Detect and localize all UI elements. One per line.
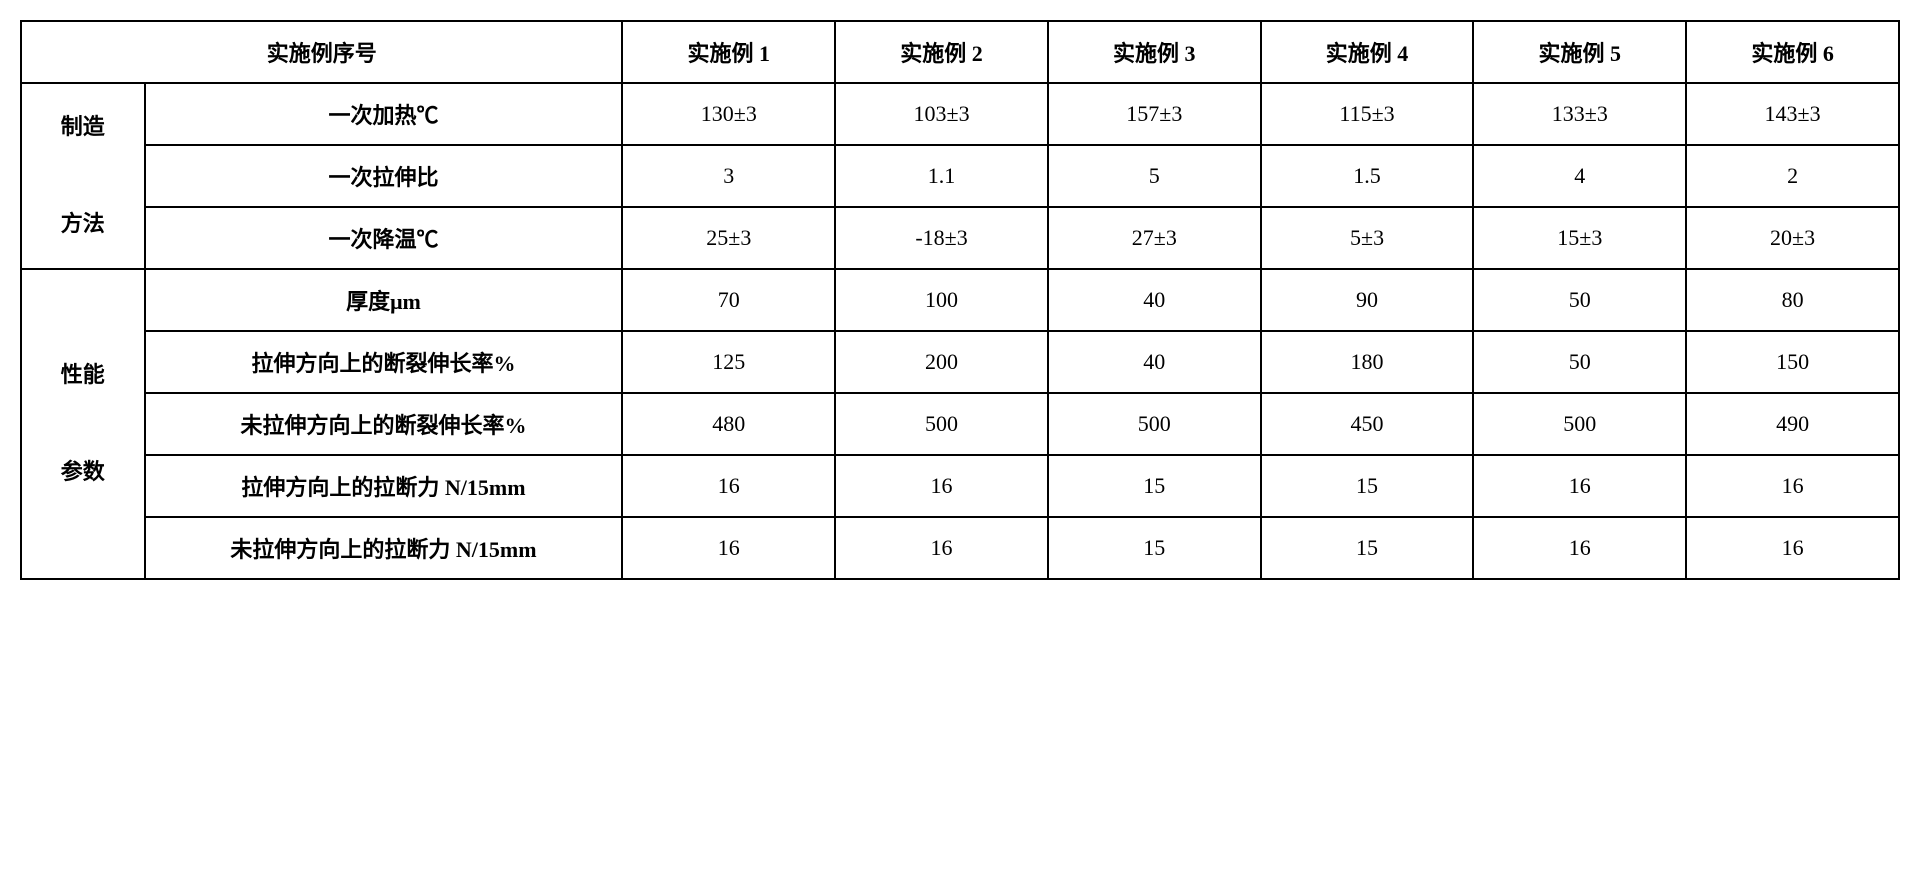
table-row: 性能 参数 厚度μm 70 100 40 90 50 80 [21, 269, 1899, 331]
cell: 16 [1686, 455, 1899, 517]
cell: 16 [622, 517, 835, 579]
cell: 50 [1473, 269, 1686, 331]
cell: 16 [622, 455, 835, 517]
cell: 80 [1686, 269, 1899, 331]
cell: 130±3 [622, 83, 835, 145]
cell: 143±3 [1686, 83, 1899, 145]
cell: 16 [835, 517, 1048, 579]
cell: 2 [1686, 145, 1899, 207]
header-col-6: 实施例 6 [1686, 21, 1899, 83]
cell: 5±3 [1261, 207, 1474, 269]
header-col-1: 实施例 1 [622, 21, 835, 83]
cell: 500 [835, 393, 1048, 455]
cell: 15 [1048, 517, 1261, 579]
cell: 90 [1261, 269, 1474, 331]
cell: 16 [1686, 517, 1899, 579]
cell: 15 [1048, 455, 1261, 517]
cell: 200 [835, 331, 1048, 393]
table-row: 拉伸方向上的拉断力 N/15mm 16 16 15 15 16 16 [21, 455, 1899, 517]
row-label: 未拉伸方向上的断裂伸长率% [145, 393, 623, 455]
cell: 3 [622, 145, 835, 207]
cell: 1.5 [1261, 145, 1474, 207]
header-col-2: 实施例 2 [835, 21, 1048, 83]
cell: 70 [622, 269, 835, 331]
header-serial: 实施例序号 [21, 21, 622, 83]
cell: 40 [1048, 331, 1261, 393]
header-col-4: 实施例 4 [1261, 21, 1474, 83]
row-label: 拉伸方向上的断裂伸长率% [145, 331, 623, 393]
cell: 20±3 [1686, 207, 1899, 269]
group-label-performance: 性能 参数 [21, 269, 145, 579]
cell: 50 [1473, 331, 1686, 393]
cell: 125 [622, 331, 835, 393]
table-row: 一次降温℃ 25±3 -18±3 27±3 5±3 15±3 20±3 [21, 207, 1899, 269]
row-label: 一次加热℃ [145, 83, 623, 145]
cell: 157±3 [1048, 83, 1261, 145]
table-row: 制造 方法 一次加热℃ 130±3 103±3 157±3 115±3 133±… [21, 83, 1899, 145]
cell: 450 [1261, 393, 1474, 455]
cell: 180 [1261, 331, 1474, 393]
row-label: 厚度μm [145, 269, 623, 331]
cell: 100 [835, 269, 1048, 331]
cell: 15±3 [1473, 207, 1686, 269]
cell: 103±3 [835, 83, 1048, 145]
table-row: 拉伸方向上的断裂伸长率% 125 200 40 180 50 150 [21, 331, 1899, 393]
cell: 5 [1048, 145, 1261, 207]
cell: 16 [1473, 455, 1686, 517]
cell: 150 [1686, 331, 1899, 393]
experiment-table: 实施例序号 实施例 1 实施例 2 实施例 3 实施例 4 实施例 5 实施例 … [20, 20, 1900, 580]
cell: 40 [1048, 269, 1261, 331]
row-label: 一次拉伸比 [145, 145, 623, 207]
cell: 16 [835, 455, 1048, 517]
cell: 4 [1473, 145, 1686, 207]
header-row: 实施例序号 实施例 1 实施例 2 实施例 3 实施例 4 实施例 5 实施例 … [21, 21, 1899, 83]
row-label: 拉伸方向上的拉断力 N/15mm [145, 455, 623, 517]
cell: 15 [1261, 455, 1474, 517]
cell: 500 [1048, 393, 1261, 455]
header-col-5: 实施例 5 [1473, 21, 1686, 83]
cell: 480 [622, 393, 835, 455]
cell: 490 [1686, 393, 1899, 455]
group-label-manufacture: 制造 方法 [21, 83, 145, 269]
cell: 27±3 [1048, 207, 1261, 269]
table-row: 未拉伸方向上的拉断力 N/15mm 16 16 15 15 16 16 [21, 517, 1899, 579]
cell: 115±3 [1261, 83, 1474, 145]
cell: 133±3 [1473, 83, 1686, 145]
table-row: 未拉伸方向上的断裂伸长率% 480 500 500 450 500 490 [21, 393, 1899, 455]
header-col-3: 实施例 3 [1048, 21, 1261, 83]
cell: 500 [1473, 393, 1686, 455]
cell: 1.1 [835, 145, 1048, 207]
row-label: 一次降温℃ [145, 207, 623, 269]
cell: 25±3 [622, 207, 835, 269]
cell: 15 [1261, 517, 1474, 579]
row-label: 未拉伸方向上的拉断力 N/15mm [145, 517, 623, 579]
cell: 16 [1473, 517, 1686, 579]
cell: -18±3 [835, 207, 1048, 269]
table-row: 一次拉伸比 3 1.1 5 1.5 4 2 [21, 145, 1899, 207]
